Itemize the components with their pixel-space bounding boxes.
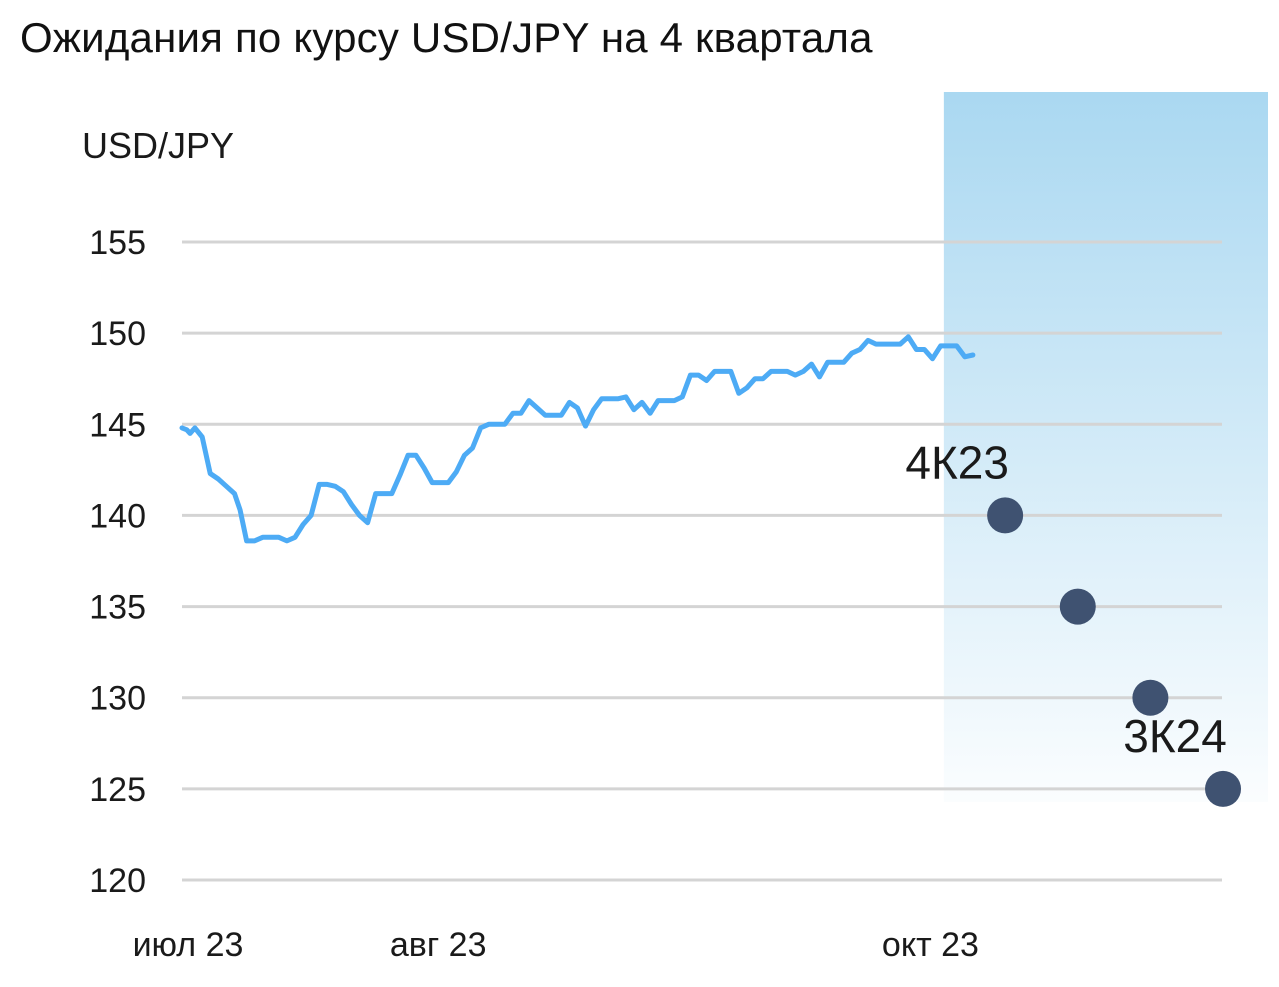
y-axis-unit-label: USD/JPY	[82, 125, 234, 166]
forecast-point-1	[987, 497, 1024, 534]
forecast-point-4	[1205, 770, 1242, 807]
y-tick-label-150: 150	[89, 315, 146, 353]
y-tick-label-135: 135	[89, 589, 146, 627]
annotation-label-0: 4К23	[905, 436, 1009, 488]
x-tick-label-0: июл 23	[133, 926, 244, 964]
x-tick-label-2: окт 23	[882, 926, 979, 964]
usdjpy-history-line	[179, 334, 976, 544]
y-tick-label-155: 155	[89, 224, 146, 262]
y-tick-label-125: 125	[89, 771, 146, 809]
forecast-shaded-area	[943, 92, 1268, 802]
y-tick-label-145: 145	[89, 406, 146, 444]
y-tick-label-140: 140	[89, 497, 146, 535]
forecast-point-2	[1059, 588, 1096, 625]
x-tick-label-1: авг 23	[390, 926, 487, 964]
y-tick-label-120: 120	[89, 862, 146, 900]
y-tick-label-130: 130	[89, 680, 146, 718]
annotation-label-1: 3К24	[1123, 710, 1227, 762]
forecast-point-3	[1132, 679, 1169, 716]
chart-title: Ожидания по курсу USD/JPY на 4 квартала	[20, 14, 873, 61]
